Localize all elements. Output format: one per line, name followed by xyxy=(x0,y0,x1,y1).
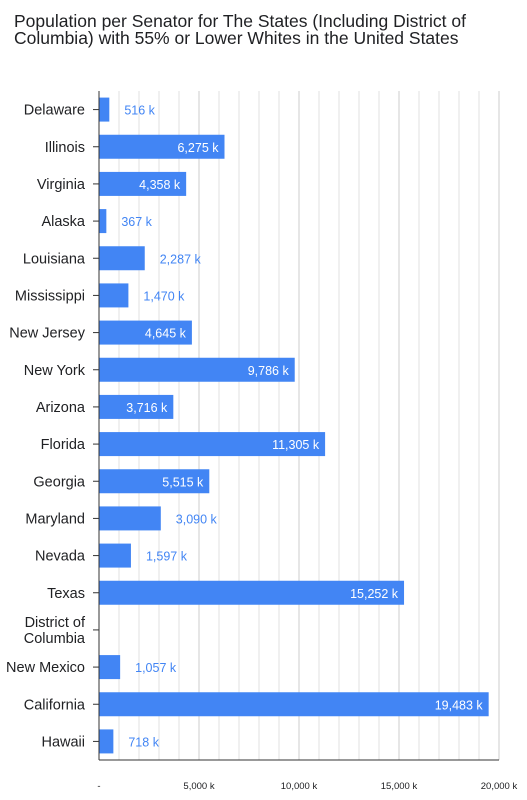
x-tick-label: 20,000 k xyxy=(481,781,518,792)
category-label: Maryland xyxy=(25,511,85,527)
value-label: 4,645 k xyxy=(145,327,187,341)
category-label: Florida xyxy=(41,437,86,453)
x-tick-label: 10,000 k xyxy=(281,781,318,792)
category-label: New York xyxy=(24,363,86,379)
bar xyxy=(99,692,489,717)
category-label: Alaska xyxy=(41,214,85,230)
category-label: Hawaii xyxy=(41,734,85,750)
bar xyxy=(99,209,107,234)
bar xyxy=(99,283,129,308)
bar xyxy=(99,729,114,754)
value-label: 3,090 k xyxy=(176,512,218,526)
bar xyxy=(99,97,110,122)
value-label: 1,470 k xyxy=(143,289,185,303)
axes xyxy=(93,91,499,761)
chart-title: Population per Senator for The States (I… xyxy=(14,11,467,48)
category-label: Nevada xyxy=(35,549,86,565)
bar xyxy=(99,655,121,680)
value-label: 2,287 k xyxy=(160,252,202,266)
gridlines xyxy=(118,91,500,760)
category-label: Delaware xyxy=(24,103,85,119)
x-tick-label: 5,000 k xyxy=(183,781,214,792)
value-label: 516 k xyxy=(124,104,155,118)
category-label: Mississippi xyxy=(15,288,85,304)
value-label: 4,358 k xyxy=(139,178,181,192)
bar xyxy=(99,469,210,494)
value-label: 6,275 k xyxy=(177,141,219,155)
bar xyxy=(99,394,174,419)
category-label: Arizona xyxy=(36,400,86,416)
bar xyxy=(99,357,295,382)
value-label: 3,716 k xyxy=(126,401,168,415)
value-label: 15,252 k xyxy=(350,587,399,601)
bar xyxy=(99,134,225,159)
value-label: 9,786 k xyxy=(248,364,290,378)
value-label: 19,483 k xyxy=(435,698,484,712)
category-label: District of Columbia xyxy=(24,615,86,647)
category-label: Virginia xyxy=(37,177,86,193)
bar xyxy=(99,580,405,605)
labels: Delaware 516 k Illinois 6,275 k Virginia 4,35… xyxy=(6,103,517,792)
category-label: Texas xyxy=(47,586,85,602)
bar xyxy=(99,320,192,345)
category-label: Illinois xyxy=(45,140,85,156)
value-label: 718 k xyxy=(128,735,159,749)
category-label: New Jersey xyxy=(9,326,85,342)
category-label: California xyxy=(24,697,86,713)
x-tick-label: 15,000 k xyxy=(381,781,418,792)
value-label: 11,305 k xyxy=(272,438,320,452)
bar xyxy=(99,506,161,531)
value-label: 367 k xyxy=(121,215,152,229)
value-label: 1,597 k xyxy=(146,550,188,564)
bar xyxy=(99,543,131,568)
x-tick-label: - xyxy=(97,781,100,792)
value-label: 5,515 k xyxy=(162,475,204,489)
bars xyxy=(99,97,489,754)
category-label: Louisiana xyxy=(23,251,86,267)
bar xyxy=(99,171,187,196)
bar xyxy=(99,432,326,457)
category-label: Georgia xyxy=(33,474,86,490)
category-label: New Mexico xyxy=(6,660,85,676)
bar xyxy=(99,246,145,271)
value-label: 1,057 k xyxy=(135,661,177,675)
